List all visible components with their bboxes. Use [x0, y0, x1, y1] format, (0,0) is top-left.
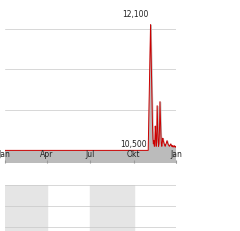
- Bar: [5, 185, 47, 231]
- Text: 12,100: 12,100: [122, 10, 148, 19]
- Text: 10,500: 10,500: [120, 139, 147, 148]
- Bar: [90, 185, 134, 231]
